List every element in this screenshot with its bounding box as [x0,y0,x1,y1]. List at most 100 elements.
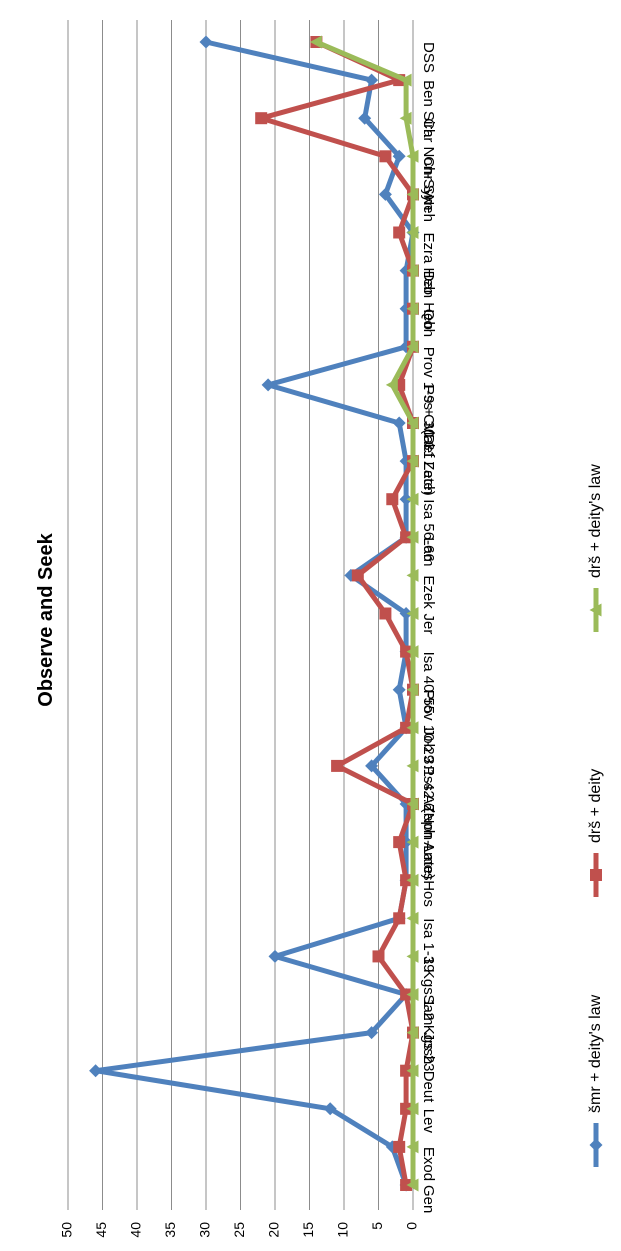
category-label: Prov 1-9 + 30-31 [420,347,437,459]
data-point [323,1102,337,1116]
category-label: Pss C (Def Late) [420,385,437,496]
data-point [358,111,372,125]
category-label: Lev [420,1109,437,1134]
data-point [400,721,413,734]
data-point [406,226,419,239]
data-point [351,569,364,582]
data-point [406,911,419,925]
data-point [309,35,322,49]
data-point [393,912,406,925]
legend-label: drš + deity [587,769,604,843]
category-label: Ben Sira [420,80,437,138]
series-1 [89,35,420,1192]
category-label: Isa 56-66 [420,499,437,562]
legend: šmr + deity's law drš + deity drš + deity'… [587,464,604,1167]
category-label: Amos [420,842,437,880]
data-point [89,1064,103,1078]
legend-entry: šmr + deity's law [587,994,604,1167]
value-tick-label: 40 [128,1222,144,1238]
value-tick-label: 30 [197,1222,213,1238]
grid [67,20,414,1210]
data-point [406,340,419,354]
data-point [406,873,419,887]
data-point [379,150,392,163]
legend-entry: drš + deity's law [587,464,604,632]
category-label: Hos [420,880,437,907]
category-label: Isa 40-55 [420,652,437,715]
legend-swatch-marker [589,1138,603,1152]
data-point [393,836,406,849]
value-tick-label: 5 [369,1222,385,1230]
category-label: Mal [420,423,437,447]
category-label: Isa 1-39 [420,918,437,972]
data-point [406,416,419,430]
category-label: Prov 10-29 [420,690,437,763]
category-label: Exod [420,1147,437,1181]
data-point [406,759,419,773]
category-label: Jer [420,614,437,635]
data-point [385,378,398,392]
category-label: Ezek [420,575,437,609]
category-label: Gen [420,1185,437,1213]
data-point [406,454,419,468]
value-tick-label: 25 [231,1222,247,1238]
value-tick-label: 0 [404,1222,420,1230]
category-label: Josh [420,1033,437,1065]
data-point [379,607,392,620]
data-point [400,1064,413,1077]
data-point [400,1179,413,1191]
data-point [406,1178,419,1192]
data-point [372,950,385,963]
legend-label: drš + deity's law [587,464,604,578]
data-point [406,187,419,201]
data-point [386,493,399,506]
data-point [406,721,419,735]
data-point [392,683,406,697]
data-point [365,759,379,773]
data-point [406,1064,419,1078]
category-label: Chr Syn [420,156,437,210]
data-point [399,492,413,506]
data-point [399,111,412,125]
category-label: Qoh [420,309,437,337]
category-label: Deut [420,1071,437,1104]
data-point [400,874,413,887]
data-point [199,35,213,49]
category-label: 1 Kgs 1-2 Kgs 23 [420,956,437,1071]
data-point [406,1102,419,1116]
data-point [406,683,419,697]
data-point [406,302,419,316]
category-label: Job 3:1-42:6 [420,728,437,811]
data-point [399,73,412,87]
value-tick-label: 15 [300,1222,316,1238]
data-point [406,568,419,582]
category-label: Lam [420,537,437,566]
data-point [400,1102,413,1115]
value-axis-ticks: 0 5 10 15 20 25 30 35 40 45 50 [59,1222,420,1238]
data-point [406,988,419,1001]
data-point [406,1026,419,1040]
data-point [406,530,419,544]
legend-entry: drš + deity [587,769,604,897]
series-line [93,39,416,1188]
value-tick-label: 45 [93,1222,109,1238]
data-point [400,988,413,1001]
data-point [406,835,419,849]
data-point [406,949,419,963]
data-point [392,149,406,163]
data-point [406,645,419,659]
data-point [365,73,379,87]
series-layer [89,35,420,1192]
data-point [400,531,413,544]
category-label: Zeph [420,804,437,838]
data-point [406,797,419,811]
data-point [406,149,419,163]
legend-swatch-marker [589,603,602,617]
data-point [331,759,344,772]
value-tick-label: 35 [162,1222,178,1238]
data-point [365,1026,379,1040]
data-point [393,226,406,239]
data-point [261,378,275,392]
